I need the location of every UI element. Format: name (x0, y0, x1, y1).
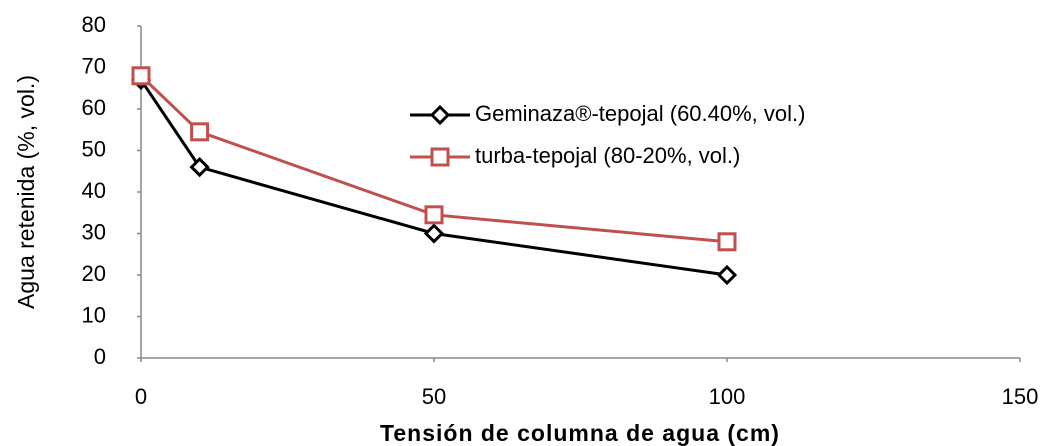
x-axis-label: Tensión de columna de agua (cm) (380, 420, 780, 446)
legend-label: turba-tepojal (80-20%, vol.) (475, 143, 740, 168)
series-line (139, 79, 728, 277)
marker (717, 232, 737, 252)
legend-marker (429, 104, 451, 126)
marker (716, 264, 738, 286)
y-tick-label: 70 (82, 53, 106, 78)
series-line (139, 74, 728, 244)
y-tick-label: 80 (82, 12, 106, 37)
y-tick-label: 10 (82, 302, 106, 327)
y-axis-label: Agua retenida (%, vol.) (13, 75, 39, 309)
x-tick-label: 0 (135, 384, 147, 409)
x-tick-label: 50 (422, 384, 446, 409)
y-tick-label: 20 (82, 261, 106, 286)
y-tick-label: 60 (82, 95, 106, 120)
legend-marker (430, 147, 450, 167)
marker (190, 122, 210, 142)
y-tick-label: 0 (94, 344, 106, 369)
y-tick-label: 40 (82, 178, 106, 203)
x-tick-label: 150 (1002, 384, 1039, 409)
x-tick-label: 100 (709, 384, 746, 409)
y-tick-label: 30 (82, 219, 106, 244)
legend-label: Geminaza®-tepojal (60.40%, vol.) (475, 101, 805, 126)
marker (424, 205, 444, 225)
marker (189, 156, 210, 178)
marker (423, 223, 445, 244)
marker (131, 66, 151, 86)
y-tick-label: 50 (82, 136, 106, 161)
